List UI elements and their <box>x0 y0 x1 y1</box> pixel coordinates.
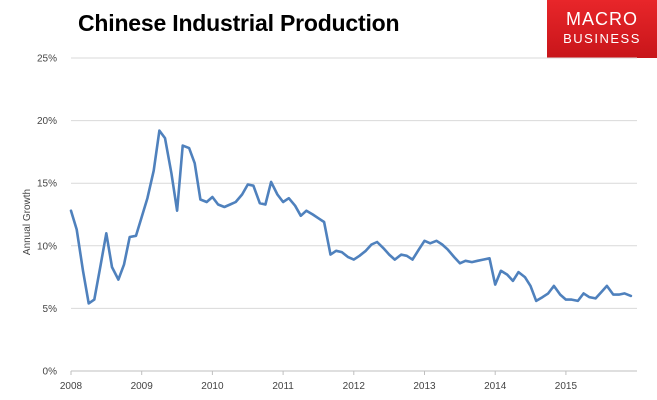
y-tick-label: 5% <box>43 304 58 315</box>
gridlines <box>71 57 637 372</box>
x-tick-label: 2015 <box>555 381 578 392</box>
x-tick-label: 2008 <box>60 381 83 392</box>
y-tick-label: 10% <box>37 241 57 252</box>
macrobusiness-logo: MACRO BUSINESS <box>547 0 657 58</box>
x-tick-label: 2014 <box>484 381 507 392</box>
series-group <box>69 129 633 305</box>
y-tick-label: 25% <box>37 54 57 65</box>
x-tick-label: 2010 <box>201 381 224 392</box>
x-tick-label: 2009 <box>131 381 154 392</box>
y-tick-label: 0% <box>43 367 58 378</box>
series-line-0 <box>69 129 633 305</box>
logo-line-1: MACRO <box>566 9 638 29</box>
chart-title: Chinese Industrial Production <box>78 10 400 36</box>
y-axis-label: Annual Growth <box>22 189 33 255</box>
x-tick-label: 2013 <box>413 381 436 392</box>
x-tick-label: 2012 <box>343 381 366 392</box>
x-axis-ticks: 2008 2009 2010 2011 2012 2013 2014 2015 <box>60 371 578 392</box>
y-axis-ticks: 0% 5% 10% 15% 20% 25% <box>37 54 57 378</box>
y-tick-label: 20% <box>37 116 57 127</box>
x-tick-label: 2011 <box>272 381 294 392</box>
y-tick-label: 15% <box>37 179 57 190</box>
logo-line-2: BUSINESS <box>563 31 641 46</box>
